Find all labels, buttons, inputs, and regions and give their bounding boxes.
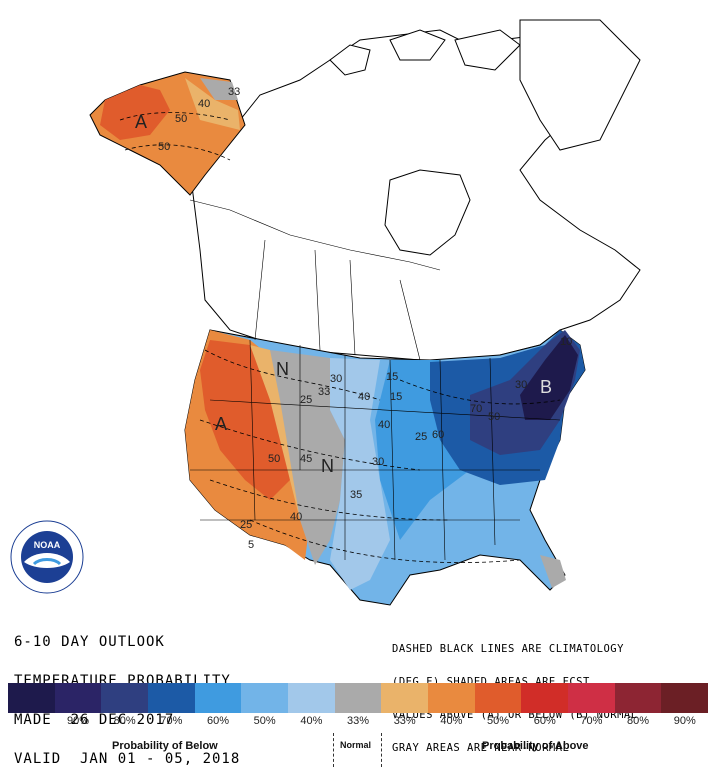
contour-label: 25 xyxy=(240,519,252,531)
legend-swatch xyxy=(334,683,382,713)
above-marker-alaska: A xyxy=(135,112,147,132)
legend-label: 80% xyxy=(627,715,650,727)
contour-label: 50 xyxy=(268,453,280,465)
legend-swatch xyxy=(241,683,289,713)
legend-normal-title: Normal xyxy=(340,740,372,750)
legend-swatch xyxy=(194,683,242,713)
legend-below-title: Probability of Below xyxy=(112,740,218,752)
legend-label: 33% xyxy=(393,715,416,727)
legend-separator-left xyxy=(333,733,334,767)
normal-marker-north: N xyxy=(276,359,289,379)
legend-swatch xyxy=(428,683,475,713)
contour-label: 30 xyxy=(515,379,527,391)
legend-label: 60% xyxy=(207,715,230,727)
contour-label: 15 xyxy=(386,371,398,383)
contour-label: 33 xyxy=(228,86,240,98)
contour-label: 33 xyxy=(318,386,330,398)
state-lines xyxy=(190,339,561,561)
noaa-logo-text: NOAA xyxy=(34,540,61,550)
legend-label: 70% xyxy=(160,715,183,727)
legend-swatch xyxy=(614,683,662,713)
contour-label: 40 xyxy=(378,419,390,431)
legend-swatch xyxy=(148,683,195,713)
hudson-bay xyxy=(384,169,471,256)
above-marker-west: A xyxy=(215,414,227,434)
legend-label: 80% xyxy=(113,715,136,727)
contour-label: 40 xyxy=(198,98,210,110)
note-line3: VALUES ABOVE (A) OR BELOW (B) NORMAL xyxy=(392,709,638,721)
legend-label: 40% xyxy=(440,715,463,727)
note-line1: DASHED BLACK LINES ARE CLIMATOLOGY xyxy=(392,643,624,655)
legend-label: 50% xyxy=(487,715,510,727)
legend-swatch xyxy=(521,683,569,713)
legend-swatch xyxy=(8,683,55,713)
contour-label: 50 xyxy=(488,411,500,423)
legend-swatch xyxy=(568,683,615,713)
note-line2: (DEG F) SHADED AREAS ARE FCST xyxy=(392,676,590,688)
legend-swatch xyxy=(381,683,429,713)
normal-marker-south: N xyxy=(321,456,334,476)
contour-label: 25 xyxy=(300,394,312,406)
legend-label: 33% xyxy=(347,715,370,727)
contour-label: 50 xyxy=(158,141,170,153)
probability-legend-labels: 90% 80% 70% 60% 50% 40% 33% 33% 40% 50% 60% 70% 80% 9… xyxy=(8,715,708,727)
climatology-lines xyxy=(119,112,561,564)
below-marker-east: B xyxy=(540,377,552,397)
outlook-valid-range: VALID JAN 01 - 05, 2018 xyxy=(14,751,241,767)
alaska-gray-zone xyxy=(200,78,238,100)
legend-label xyxy=(8,715,55,727)
probability-legend xyxy=(8,683,709,713)
contour-labels: 33 40 50 50 30 40 25 33 40 50 40 25 35 30 15 15 50 25 60 70… xyxy=(158,86,572,551)
legend-label: 70% xyxy=(580,715,603,727)
legend-swatch xyxy=(474,683,522,713)
contour-label: 50 xyxy=(175,113,187,125)
alaska-red-zone xyxy=(100,85,170,140)
contour-label: 35 xyxy=(350,489,362,501)
contour-label: 15 xyxy=(390,391,402,403)
alaska-tan-zone xyxy=(185,78,240,130)
contour-label: 30 xyxy=(372,456,384,468)
east-core-zone xyxy=(520,335,578,420)
arctic-islands xyxy=(329,29,521,76)
province-lines xyxy=(189,199,441,361)
contour-label: 40 xyxy=(358,391,370,403)
contour-label: 70 xyxy=(470,403,482,415)
legend-above-title: Probability of Above xyxy=(482,740,589,752)
legend-swatch xyxy=(288,683,335,713)
legend-label: 60% xyxy=(533,715,556,727)
legend-label: 90% xyxy=(673,715,696,727)
legend-swatch xyxy=(661,683,709,713)
map-notes-block: DASHED BLACK LINES ARE CLIMATOLOGY (DEG … xyxy=(392,622,638,765)
legend-label: 90% xyxy=(66,715,90,727)
legend-label: 40% xyxy=(300,715,323,727)
contour-label: 25 xyxy=(415,431,427,443)
contour-label: 40 xyxy=(290,511,302,523)
temperature-outlook-map: A A B N N 33 40 50 50 30 40 25 33 40 50 40 25 35 30 15… xyxy=(89,19,641,606)
normal-strip xyxy=(270,350,345,565)
legend-swatch xyxy=(101,683,149,713)
contour-label: 5 xyxy=(248,539,254,551)
note-line4: GRAY AREAS ARE NEAR-NORMAL xyxy=(392,742,570,754)
contour-label: 10 xyxy=(560,336,572,348)
outlook-made-date: MADE 26 DEC 2017 xyxy=(14,712,175,728)
florida-gray-zone xyxy=(540,555,566,588)
contour-label: 60 xyxy=(432,429,444,441)
greenland xyxy=(519,19,641,151)
contour-label: 45 xyxy=(300,453,312,465)
legend-swatch xyxy=(54,683,102,713)
legend-separator-right xyxy=(381,733,382,767)
contour-label: 30 xyxy=(330,373,342,385)
noaa-logo: NOAA xyxy=(10,520,84,594)
outlook-title-line1: 6-10 DAY OUTLOOK xyxy=(14,634,165,650)
legend-label: 50% xyxy=(253,715,276,727)
